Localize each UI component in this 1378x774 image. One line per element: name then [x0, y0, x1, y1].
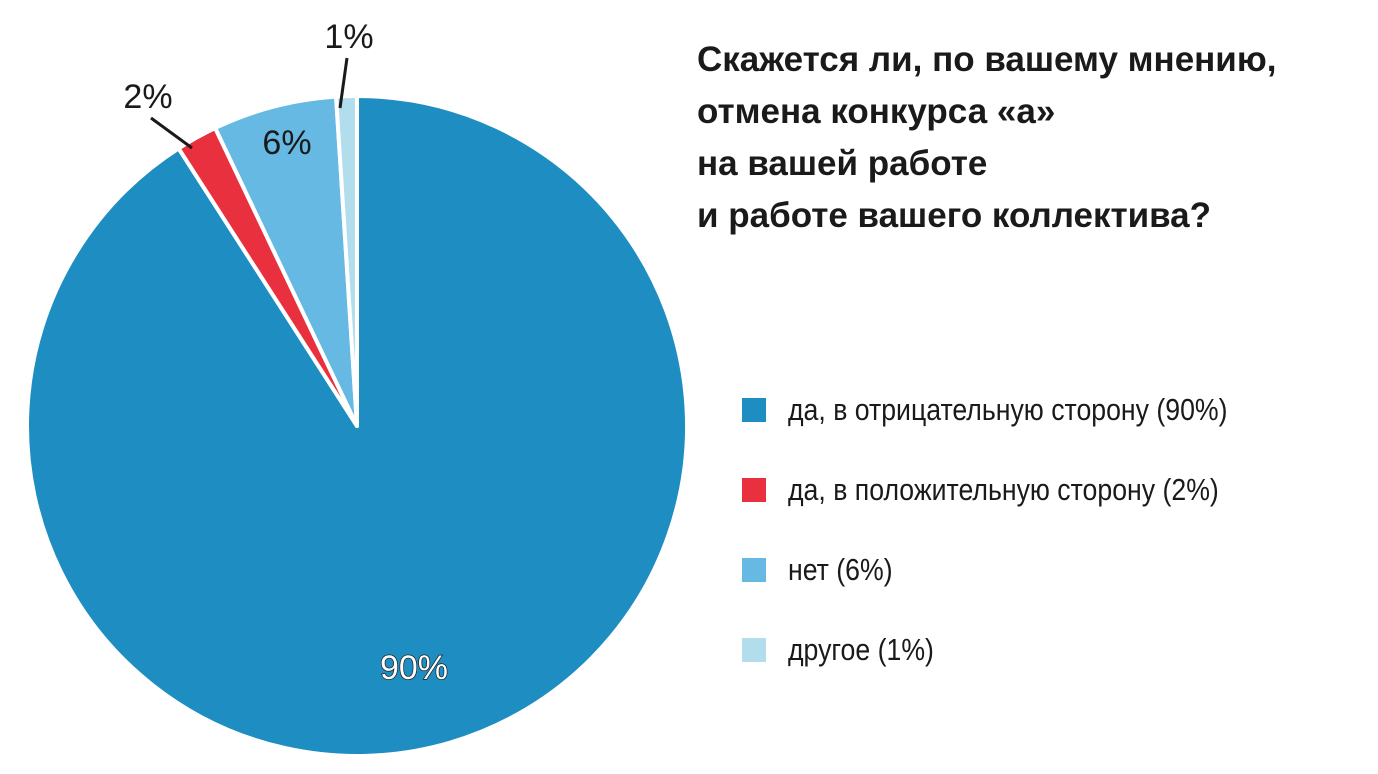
chart-title-line-4: и работе вашего коллектива?: [697, 196, 1212, 235]
legend-item-negative: да, в отрицательную сторону (90%): [742, 370, 1299, 450]
chart-title-line-1: Скажется ли, по вашему мнению,: [697, 40, 1277, 79]
legend-swatch-other: [742, 638, 766, 662]
pie-slice-other: [334, 94, 359, 428]
legend-item-other: другое (1%): [742, 610, 1299, 690]
data-label-no: 6%: [262, 124, 311, 162]
chart-title-line-2: отмена конкурса «а»: [697, 92, 1056, 131]
legend-item-positive: да, в положительную сторону (2%): [742, 450, 1299, 530]
legend-label-negative: да, в отрицательную сторону (90%): [788, 392, 1228, 427]
legend-swatch-no: [742, 558, 766, 582]
legend-label-positive: да, в положительную сторону (2%): [788, 472, 1219, 507]
chart-legend: да, в отрицательную сторону (90%) да, в …: [742, 370, 1299, 690]
legend-label-no: нет (6%): [788, 552, 893, 587]
legend-swatch-positive: [742, 478, 766, 502]
data-label-positive: 2%: [123, 78, 172, 116]
pie-slice-no: [213, 94, 359, 428]
leader-line-positive: [150, 116, 193, 150]
pie-chart: 90% 6% 2% 1%: [25, 18, 689, 758]
legend-swatch-negative: [742, 398, 766, 422]
legend-item-no: нет (6%): [742, 530, 1299, 610]
data-label-other: 1%: [324, 18, 373, 56]
data-label-negative: 90%: [380, 649, 448, 687]
chart-title: Скажется ли, по вашему мнению, отмена ко…: [697, 34, 1357, 242]
leader-line-other: [338, 57, 349, 109]
legend-label-other: другое (1%): [788, 632, 934, 667]
chart-title-line-3: на вашей работе: [697, 144, 988, 183]
